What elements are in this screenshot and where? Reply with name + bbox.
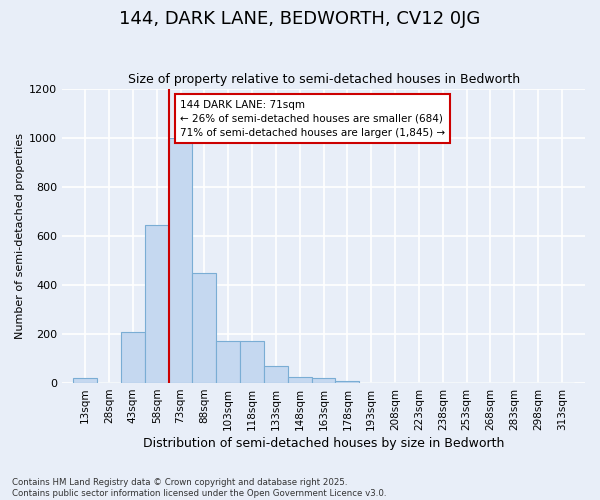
Text: Contains HM Land Registry data © Crown copyright and database right 2025.
Contai: Contains HM Land Registry data © Crown c…: [12, 478, 386, 498]
Title: Size of property relative to semi-detached houses in Bedworth: Size of property relative to semi-detach…: [128, 73, 520, 86]
Bar: [264, 366, 288, 383]
Bar: [121, 332, 145, 383]
Bar: [169, 138, 193, 383]
Y-axis label: Number of semi-detached properties: Number of semi-detached properties: [15, 133, 25, 339]
Bar: [193, 272, 217, 383]
Text: 144, DARK LANE, BEDWORTH, CV12 0JG: 144, DARK LANE, BEDWORTH, CV12 0JG: [119, 10, 481, 28]
Text: 144 DARK LANE: 71sqm
← 26% of semi-detached houses are smaller (684)
71% of semi: 144 DARK LANE: 71sqm ← 26% of semi-detac…: [180, 100, 445, 138]
X-axis label: Distribution of semi-detached houses by size in Bedworth: Distribution of semi-detached houses by …: [143, 437, 504, 450]
Bar: [335, 380, 359, 383]
Bar: [311, 378, 335, 383]
Bar: [73, 378, 97, 383]
Bar: [288, 377, 311, 383]
Bar: [217, 342, 240, 383]
Bar: [145, 225, 169, 383]
Bar: [240, 342, 264, 383]
